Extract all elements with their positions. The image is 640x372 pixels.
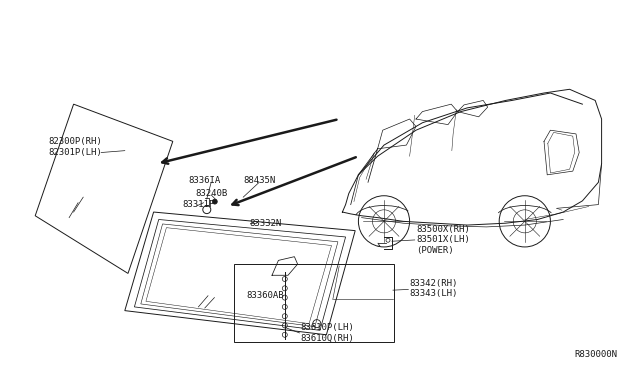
- Text: 88435N: 88435N: [243, 176, 275, 185]
- Text: 83342(RH)
83343(LH): 83342(RH) 83343(LH): [410, 279, 458, 298]
- Text: 83332N: 83332N: [250, 219, 282, 228]
- Text: R830000N: R830000N: [575, 350, 618, 359]
- Text: 83360AB: 83360AB: [246, 291, 284, 300]
- Bar: [234, 264, 394, 342]
- Circle shape: [212, 199, 218, 204]
- Text: 83311F: 83311F: [182, 200, 214, 209]
- Text: 83240B: 83240B: [195, 189, 227, 198]
- Text: 8336IA: 8336IA: [189, 176, 221, 185]
- Text: 83610P(LH)
83610Q(RH): 83610P(LH) 83610Q(RH): [301, 323, 355, 343]
- Text: 83500X(RH)
83501X(LH)
(POWER): 83500X(RH) 83501X(LH) (POWER): [416, 225, 470, 255]
- Text: 82300P(RH)
82301P(LH): 82300P(RH) 82301P(LH): [48, 137, 102, 157]
